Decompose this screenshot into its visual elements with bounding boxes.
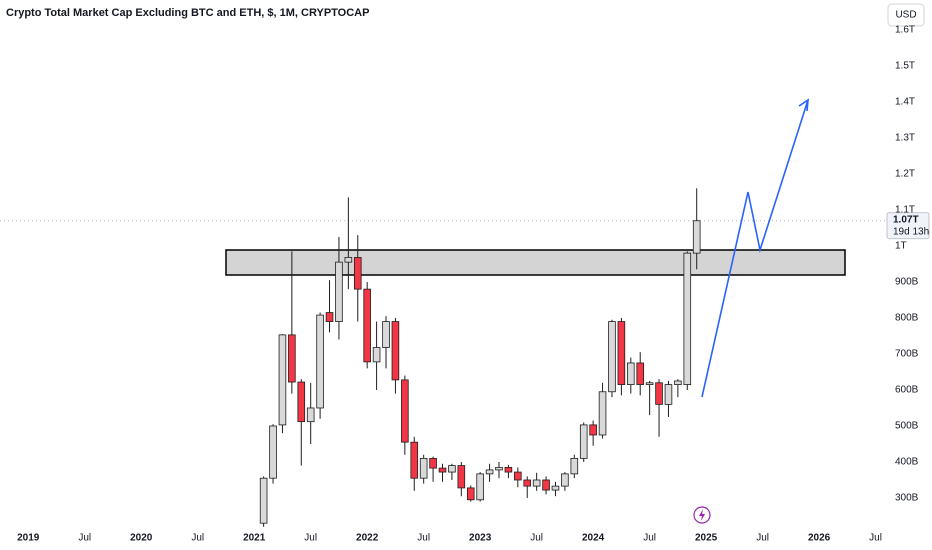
candle-body: [683, 252, 692, 385]
x-tick-label: Jul: [191, 533, 204, 544]
candle-body: [363, 288, 371, 363]
candle-body: [636, 362, 645, 385]
currency-button[interactable]: [887, 3, 925, 27]
chart-title: Crypto Total Market Cap Excluding BTC an…: [6, 7, 369, 19]
y-tick-label: 500B: [895, 421, 919, 432]
candle-body: [410, 441, 419, 479]
candle-body: [542, 479, 550, 491]
candle-body: [664, 384, 673, 405]
y-tick-label: 300B: [895, 493, 919, 504]
x-tick-label: Jul: [869, 533, 882, 544]
candle-body: [608, 321, 616, 393]
currency-label: USD: [895, 10, 916, 21]
candle-body: [692, 220, 701, 254]
x-tick-label: 2022: [356, 533, 379, 544]
x-tick-label: 2026: [808, 533, 831, 544]
candle-body: [372, 347, 381, 363]
candle-body: [617, 321, 626, 385]
event-icon-bolt: [699, 509, 705, 521]
candle-body: [589, 424, 597, 436]
candle-body: [297, 381, 306, 423]
candle-body: [561, 473, 569, 487]
y-tick-label: 1T: [895, 241, 907, 252]
x-tick-label: 2019: [17, 533, 40, 544]
candle-body: [504, 466, 513, 473]
x-tick-label: 2021: [243, 533, 266, 544]
last-price-box: [886, 212, 930, 240]
candle-body: [514, 471, 522, 481]
x-tick-label: 2023: [469, 533, 492, 544]
candle-body: [335, 261, 343, 322]
x-tick-label: 2020: [130, 533, 153, 544]
candle-body: [598, 391, 607, 436]
candle-body: [457, 465, 466, 489]
x-tick-label: Jul: [643, 533, 656, 544]
y-tick-label: 1.2T: [895, 169, 915, 180]
zone-box: [225, 249, 846, 276]
candle-body: [344, 257, 353, 263]
candle-body: [476, 473, 484, 501]
candle-body: [674, 380, 682, 385]
candle-body: [655, 382, 663, 405]
candle-body: [532, 479, 541, 487]
y-tick-label: 1.5T: [895, 61, 915, 72]
candle-body: [466, 487, 475, 501]
arrow-head: [798, 98, 809, 112]
candle-body: [316, 314, 324, 409]
candle-body: [627, 362, 635, 385]
candle-body: [259, 477, 268, 524]
y-tick-label: 1.4T: [895, 97, 915, 108]
candle-body: [579, 424, 588, 459]
candle-body: [278, 334, 287, 426]
candle-body: [485, 469, 494, 475]
candle-body: [448, 465, 456, 473]
y-tick-label: 1.6T: [895, 25, 915, 36]
candle-body: [288, 334, 296, 383]
candle-body: [523, 479, 532, 487]
candle-body: [325, 312, 334, 322]
candle-body: [438, 467, 447, 473]
x-tick-label: Jul: [78, 533, 91, 544]
candle-body: [391, 321, 400, 381]
x-tick-label: 2025: [695, 533, 718, 544]
x-tick-label: Jul: [304, 533, 317, 544]
candle-body: [401, 379, 409, 443]
y-tick-label: 400B: [895, 457, 919, 468]
candle-body: [419, 457, 428, 479]
candle-body: [495, 466, 503, 471]
x-tick-label: Jul: [756, 533, 769, 544]
projection-arrow: [701, 99, 809, 398]
axes: 300B 400B 500B 600B 700B 800B 900B 1T 1.1T 1.2T 1.…: [17, 25, 930, 544]
y-tick-label: 800B: [895, 313, 919, 324]
y-tick-label: 1.3T: [895, 133, 915, 144]
candle-body: [551, 485, 560, 491]
x-tick-label: Jul: [417, 533, 430, 544]
last-price-label: 1.07T: [893, 214, 919, 225]
candle-body: [382, 321, 390, 348]
candle-body: [570, 457, 579, 475]
candle-body: [306, 407, 315, 423]
candle-body: [645, 382, 654, 385]
candle-body: [429, 457, 437, 469]
y-tick-label: 600B: [895, 385, 919, 396]
x-tick-label: Jul: [530, 533, 543, 544]
candle-body: [269, 425, 277, 479]
y-tick-label: 900B: [895, 277, 919, 288]
y-tick-label: 700B: [895, 349, 919, 360]
x-tick-label: 2024: [582, 533, 605, 544]
candles: [259, 188, 701, 527]
countdown-label: 19d 13h: [893, 226, 929, 237]
y-tick-label: 1.1T: [895, 205, 915, 216]
candle-body: [353, 257, 362, 290]
